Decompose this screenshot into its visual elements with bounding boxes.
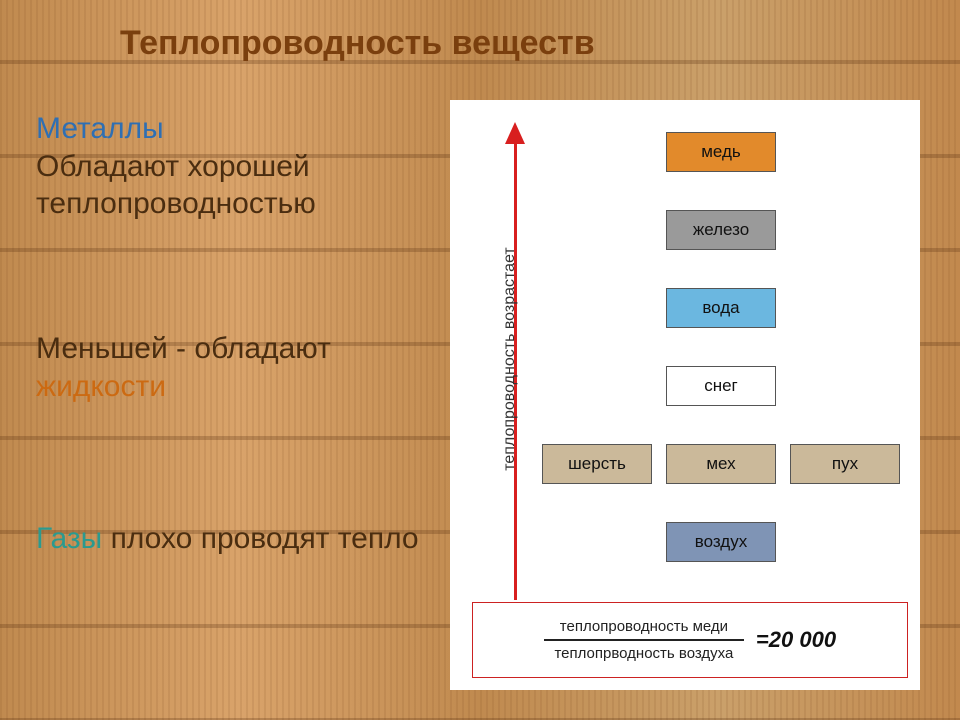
paragraph-metals: Металлы Обладают хорошей теплопроводност… [36,110,436,223]
ratio-value: =20 000 [756,627,836,653]
text-line: Меньшей - обладают [36,332,331,365]
material-rows: медь железо вода снег шерсть мехпух воздух [532,110,910,610]
highlight-gases: Газы [36,522,102,555]
material-row: снег [532,366,910,406]
ratio-box: теплопроводность меди теплопрводность во… [472,602,908,678]
conductivity-panel: теплопроводность возрастает медь железо во… [450,100,920,690]
fraction-line [544,639,744,641]
paragraph-liquids: Меньшей - обладают жидкости [36,330,436,405]
ratio-numerator: теплопроводность меди [560,618,728,635]
material-box: снег [666,366,776,406]
material-box: мех [666,444,776,484]
material-row: медь [532,132,910,172]
material-row: железо [532,210,910,250]
material-box: железо [666,210,776,250]
paragraph-gases: Газы плохо проводят тепло [36,520,436,558]
material-row: воздух [532,522,910,562]
material-box: пух [790,444,900,484]
material-box: шерсть [542,444,652,484]
ratio-denominator: теплопрводность воздуха [554,645,733,662]
material-box: вода [666,288,776,328]
material-box: воздух [666,522,776,562]
slide-root: Теплопроводность веществ Металлы Обладаю… [0,0,960,720]
text-line: теплопроводностью [36,187,316,220]
ratio-fraction: теплопроводность меди теплопрводность во… [544,618,744,662]
highlight-metals: Металлы [36,112,164,145]
text-line: Обладают хорошей [36,150,310,183]
slide-title: Теплопроводность веществ [120,24,595,63]
arrow-area: теплопроводность возрастает [460,110,530,610]
material-row: шерсть мехпух [532,444,910,484]
highlight-liquids: жидкости [36,370,166,403]
material-row: вода [532,288,910,328]
material-box: медь [666,132,776,172]
arrow-label: теплопроводность возрастает [501,229,519,489]
text-line: плохо проводят тепло [111,522,419,555]
